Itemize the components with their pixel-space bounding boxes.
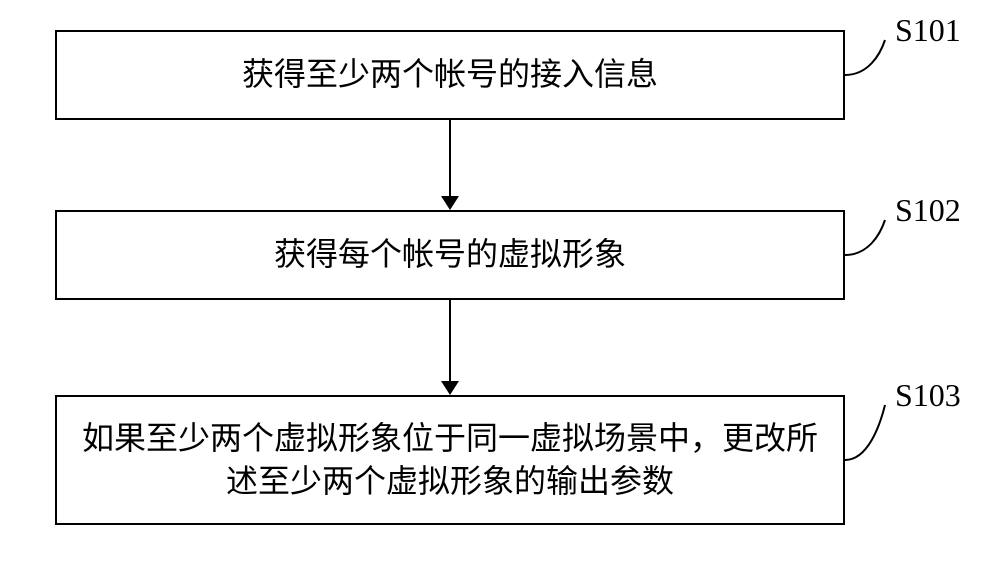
step-label-s103: S103 xyxy=(895,377,961,414)
connector-s103 xyxy=(0,0,1000,569)
flowchart-canvas: 获得至少两个帐号的接入信息 S101 获得每个帐号的虚拟形象 S102 如果至少… xyxy=(0,0,1000,569)
